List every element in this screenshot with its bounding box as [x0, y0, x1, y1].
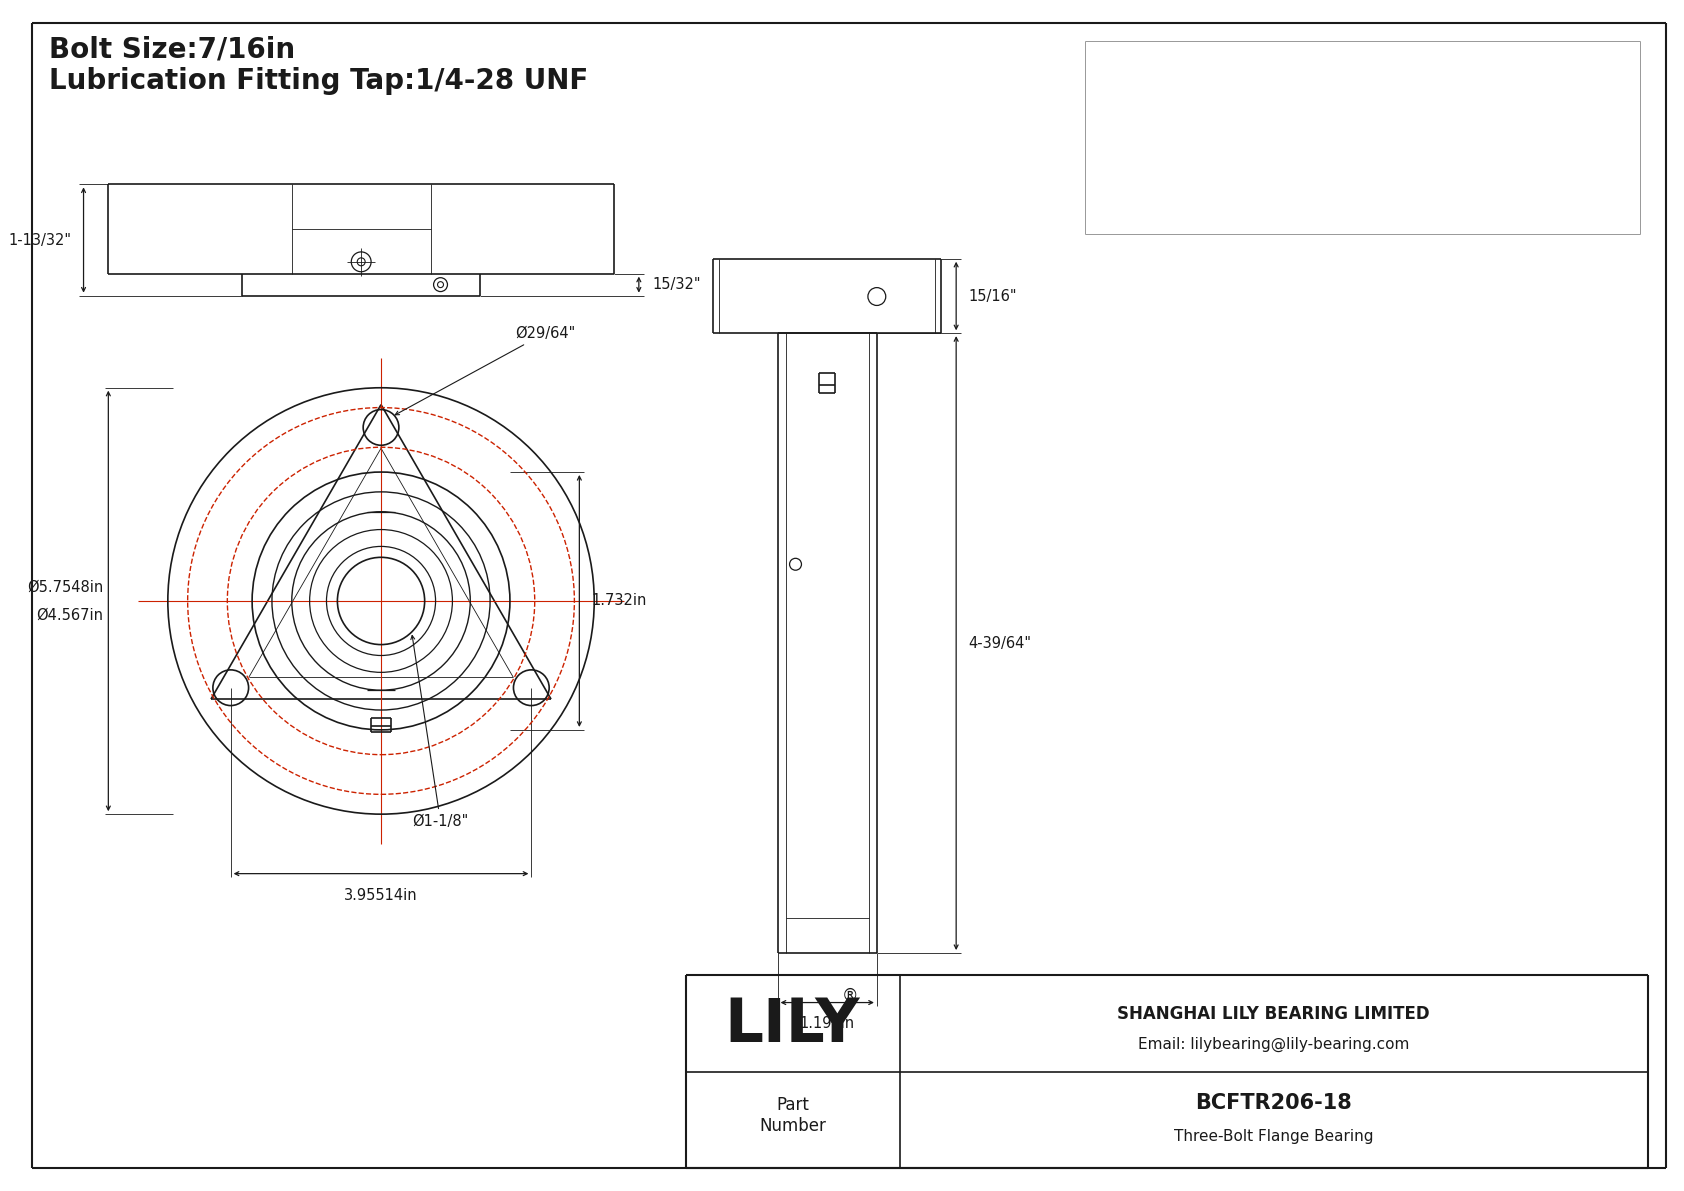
Text: BCFTR206-18: BCFTR206-18 [1196, 1092, 1352, 1112]
Text: LILY: LILY [724, 996, 861, 1055]
Text: Email: lilybearing@lily-bearing.com: Email: lilybearing@lily-bearing.com [1138, 1036, 1410, 1052]
Text: 3.95514in: 3.95514in [344, 887, 418, 903]
Text: Ø4.567in: Ø4.567in [37, 607, 103, 623]
Text: Three-Bolt Flange Bearing: Three-Bolt Flange Bearing [1174, 1129, 1372, 1143]
Text: Part
Number: Part Number [759, 1096, 825, 1135]
Text: 15/16": 15/16" [968, 288, 1017, 304]
Text: Ø5.7548in: Ø5.7548in [27, 580, 103, 594]
Text: Ø1-1/8": Ø1-1/8" [411, 636, 468, 829]
Text: SHANGHAI LILY BEARING LIMITED: SHANGHAI LILY BEARING LIMITED [1116, 1005, 1430, 1023]
Text: Ø29/64": Ø29/64" [396, 325, 576, 414]
Text: ®: ® [842, 986, 859, 1005]
Text: 15/32": 15/32" [653, 278, 701, 292]
Text: 4-39/64": 4-39/64" [968, 636, 1031, 650]
Text: Lubrication Fitting Tap:1/4-28 UNF: Lubrication Fitting Tap:1/4-28 UNF [49, 68, 588, 95]
Text: 1.193in: 1.193in [800, 1016, 855, 1031]
Text: Bolt Size:7/16in: Bolt Size:7/16in [49, 36, 295, 64]
Text: 1-13/32": 1-13/32" [8, 232, 72, 248]
Text: 1.732in: 1.732in [591, 593, 647, 609]
